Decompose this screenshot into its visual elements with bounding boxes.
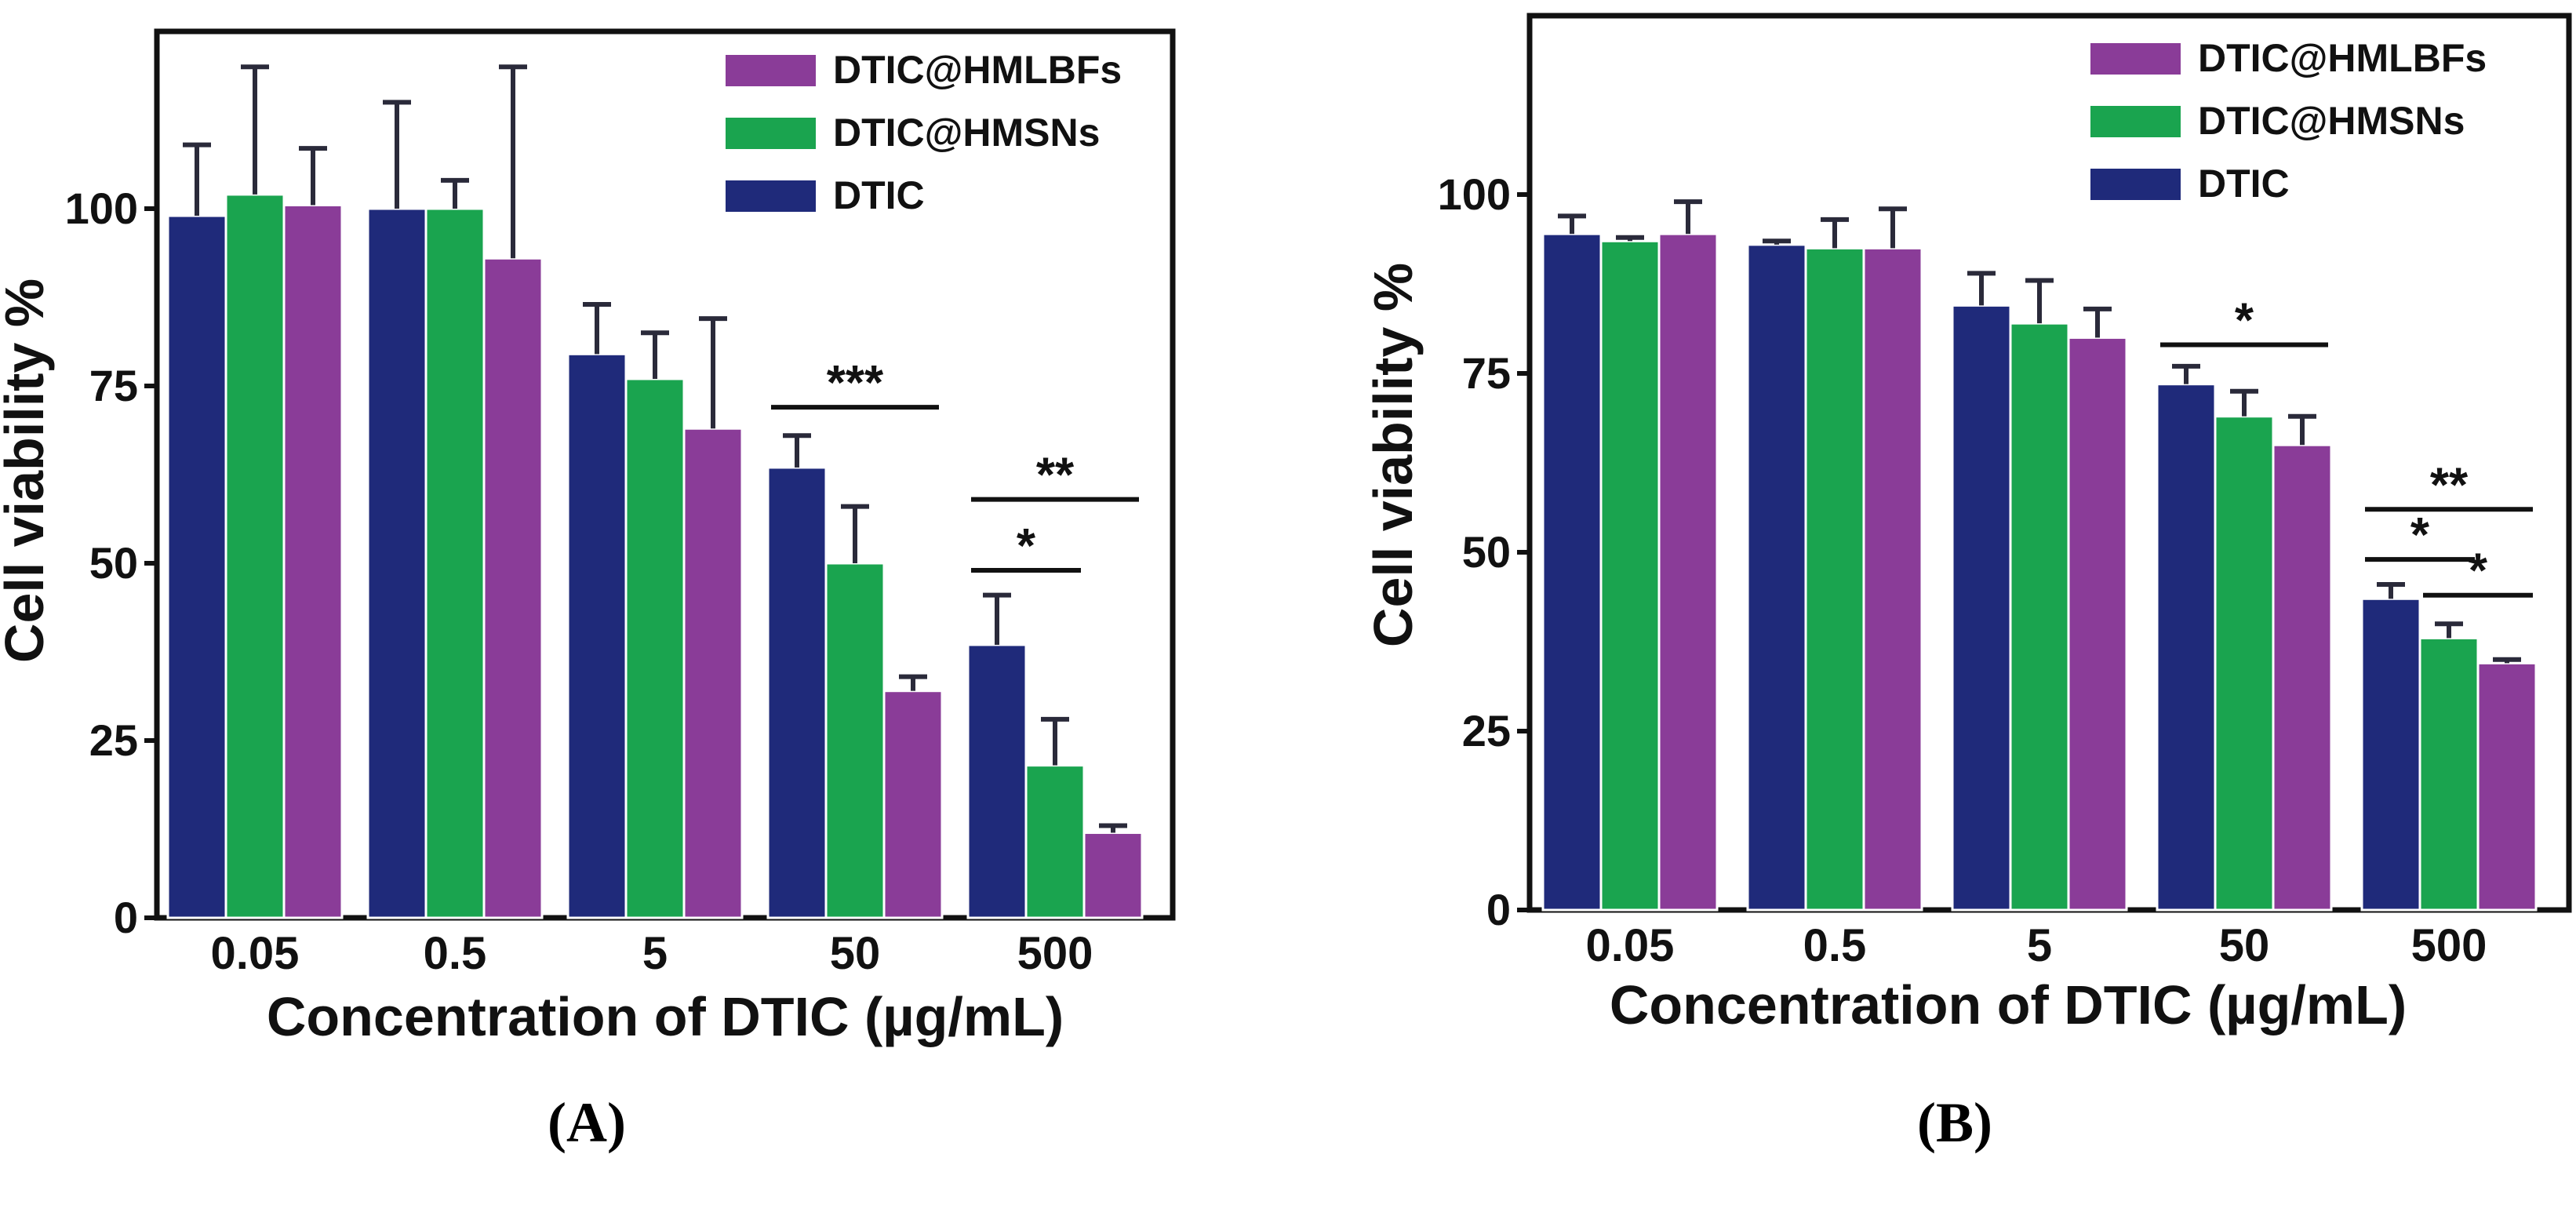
x-tick-label: 50 (830, 928, 881, 979)
legend: DTIC@HMLBFs DTIC@HMSNs DTIC (726, 48, 1122, 217)
significance-label: * (2469, 544, 2488, 599)
x-tick-label: 0.5 (424, 928, 487, 979)
bar-dtic-0.5 (366, 207, 428, 919)
x-axis-title: Concentration of DTIC (µg/mL) (1610, 974, 2407, 1035)
bar-dtic-hmlbfs-0.05 (1657, 232, 1719, 912)
bar-dtic-0.05 (166, 214, 227, 919)
significance-label: ** (1036, 449, 1075, 503)
legend-label: DTIC@HMLBFs (833, 48, 1122, 92)
bar-dtic-hmsns-50 (824, 562, 886, 919)
legend-swatch-dtic-hmsns (726, 118, 816, 149)
x-tick-label: 5 (642, 928, 668, 979)
y-tick-label: 75 (1462, 348, 1511, 398)
bar-dtic-5 (1951, 304, 2012, 912)
bar-dtic-hmsns-5 (2009, 322, 2070, 912)
legend-swatch-dtic-hmsns (2090, 106, 2181, 137)
significance-label: ** (2430, 458, 2469, 512)
legend-label: DTIC@HMSNs (833, 111, 1100, 155)
bar-dtic-hmlbfs-5 (2067, 336, 2128, 912)
y-tick-label: 75 (89, 361, 138, 410)
y-tick-label: 50 (89, 538, 138, 588)
legend-swatch-dtic-hmlbfs (726, 55, 816, 86)
bar-dtic-hmsns-500 (2418, 636, 2480, 912)
significance-label: * (1017, 519, 1036, 573)
y-tick-label: 100 (65, 184, 138, 233)
x-tick-label: 0.5 (1803, 920, 1867, 971)
legend-swatch-dtic-hmlbfs (2090, 43, 2181, 75)
bar-dtic-hmsns-50 (2214, 415, 2275, 912)
bar-dtic-hmsns-0.05 (1599, 239, 1661, 912)
bar-dtic-hmlbfs-0.5 (1862, 246, 1923, 912)
x-tick-label: 50 (2219, 920, 2270, 971)
legend-label: DTIC@HMLBFs (2198, 36, 2487, 80)
significance-label: *** (827, 356, 884, 410)
bar-dtic-hmlbfs-500 (1082, 832, 1144, 919)
y-axis-title: Cell viability % (0, 278, 55, 663)
y-tick-label: 50 (1462, 527, 1511, 577)
bar-dtic-hmlbfs-0.05 (282, 203, 344, 919)
x-tick-label: 500 (1017, 928, 1093, 979)
panel-label: (A) (548, 1091, 626, 1154)
bar-dtic-5 (566, 352, 628, 919)
bar-dtic-50 (766, 466, 828, 919)
y-tick-label: 0 (1486, 885, 1511, 934)
x-tick-label: 0.05 (1586, 920, 1675, 971)
legend-label: DTIC@HMSNs (2198, 99, 2465, 143)
bar-dtic-hmsns-500 (1024, 764, 1086, 919)
y-tick-label: 0 (114, 893, 138, 942)
bar-dtic-0.5 (1746, 243, 1807, 912)
legend-label: DTIC (2198, 162, 2290, 206)
bar-dtic-hmlbfs-50 (2272, 443, 2333, 912)
y-tick-label: 100 (1438, 169, 1511, 219)
bar-dtic-hmsns-0.5 (424, 207, 486, 919)
y-tick-label: 25 (89, 715, 138, 765)
significance-label: * (2235, 294, 2254, 348)
legend-swatch-dtic (2090, 169, 2181, 200)
bar-dtic-hmsns-5 (624, 377, 686, 919)
y-tick-label: 25 (1462, 706, 1511, 755)
y-axis-title: Cell viability % (1363, 263, 1424, 647)
x-axis-title: Concentration of DTIC (µg/mL) (267, 986, 1064, 1047)
bar-dtic-hmlbfs-5 (682, 427, 744, 919)
bar-dtic-hmlbfs-0.5 (482, 257, 544, 919)
bar-dtic-hmlbfs-500 (2476, 661, 2538, 912)
bar-dtic-hmsns-0.5 (1804, 246, 1865, 912)
bar-dtic-hmsns-0.05 (224, 193, 286, 919)
chart-panel-b: 0 25 50 75 100 Cell viability % Concentration … (1363, 13, 2572, 1154)
x-tick-label: 500 (2411, 920, 2487, 971)
bar-dtic-hmlbfs-50 (882, 690, 944, 919)
x-tick-label: 5 (2027, 920, 2052, 971)
legend: DTIC@HMLBFs DTIC@HMSNs DTIC (2090, 36, 2487, 206)
panel-label: (B) (1917, 1091, 1992, 1154)
legend-swatch-dtic (726, 180, 816, 212)
significance-label: * (2410, 508, 2430, 562)
bar-dtic-0.05 (1541, 232, 1603, 912)
legend-label: DTIC (833, 173, 925, 217)
bar-dtic-50 (2156, 383, 2217, 912)
bar-dtic-500 (2360, 597, 2421, 912)
bar-dtic-500 (966, 643, 1028, 919)
x-tick-label: 0.05 (211, 928, 300, 979)
